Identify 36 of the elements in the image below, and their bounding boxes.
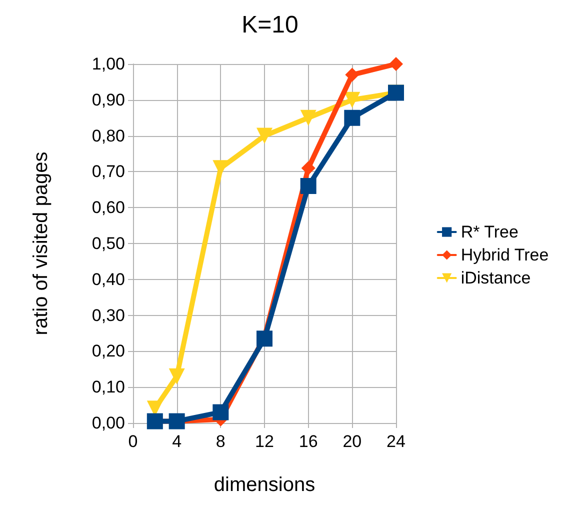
y-tick-label: 0,50 — [92, 234, 125, 253]
y-tick-label: 0,30 — [92, 306, 125, 325]
legend-label: Hybrid Tree — [460, 246, 549, 264]
y-tick-label: 0,80 — [92, 126, 125, 146]
chart-title: K=10 — [242, 12, 298, 38]
x-tick-label: 0 — [128, 432, 138, 451]
legend-label: iDistance — [460, 268, 531, 288]
y-tick-label: 1,00 — [92, 54, 125, 74]
point — [300, 110, 316, 126]
point — [344, 110, 360, 126]
point — [300, 178, 316, 194]
y-tick-label: 0,00 — [92, 414, 125, 432]
x-tick-label: 20 — [342, 432, 362, 451]
point — [345, 68, 360, 82]
y-tick-label: 0,90 — [92, 90, 125, 110]
point — [212, 404, 229, 420]
point — [212, 160, 229, 176]
y-tick-label: 0,40 — [92, 270, 125, 289]
x-tick-label: 8 — [216, 432, 226, 451]
y-tick-label: 0,60 — [92, 198, 125, 218]
legend-label: R* Tree — [460, 222, 518, 242]
x-tick-label: 4 — [172, 432, 182, 451]
point — [389, 57, 403, 71]
point — [344, 92, 360, 108]
x-axis-title: dimensions — [214, 474, 316, 496]
point — [256, 128, 272, 144]
x-tick-label: 24 — [386, 432, 406, 451]
point — [301, 161, 316, 176]
y-tick-label: 0,20 — [92, 342, 125, 361]
y-axis-title: ratio of visited pages — [30, 152, 52, 336]
y-tick-label: 0,70 — [92, 162, 125, 182]
point — [256, 330, 272, 347]
point — [168, 368, 185, 384]
y-tick-label: 0,10 — [92, 378, 125, 397]
x-tick-label: 12 — [255, 432, 274, 451]
x-tick-label: 16 — [298, 432, 318, 451]
